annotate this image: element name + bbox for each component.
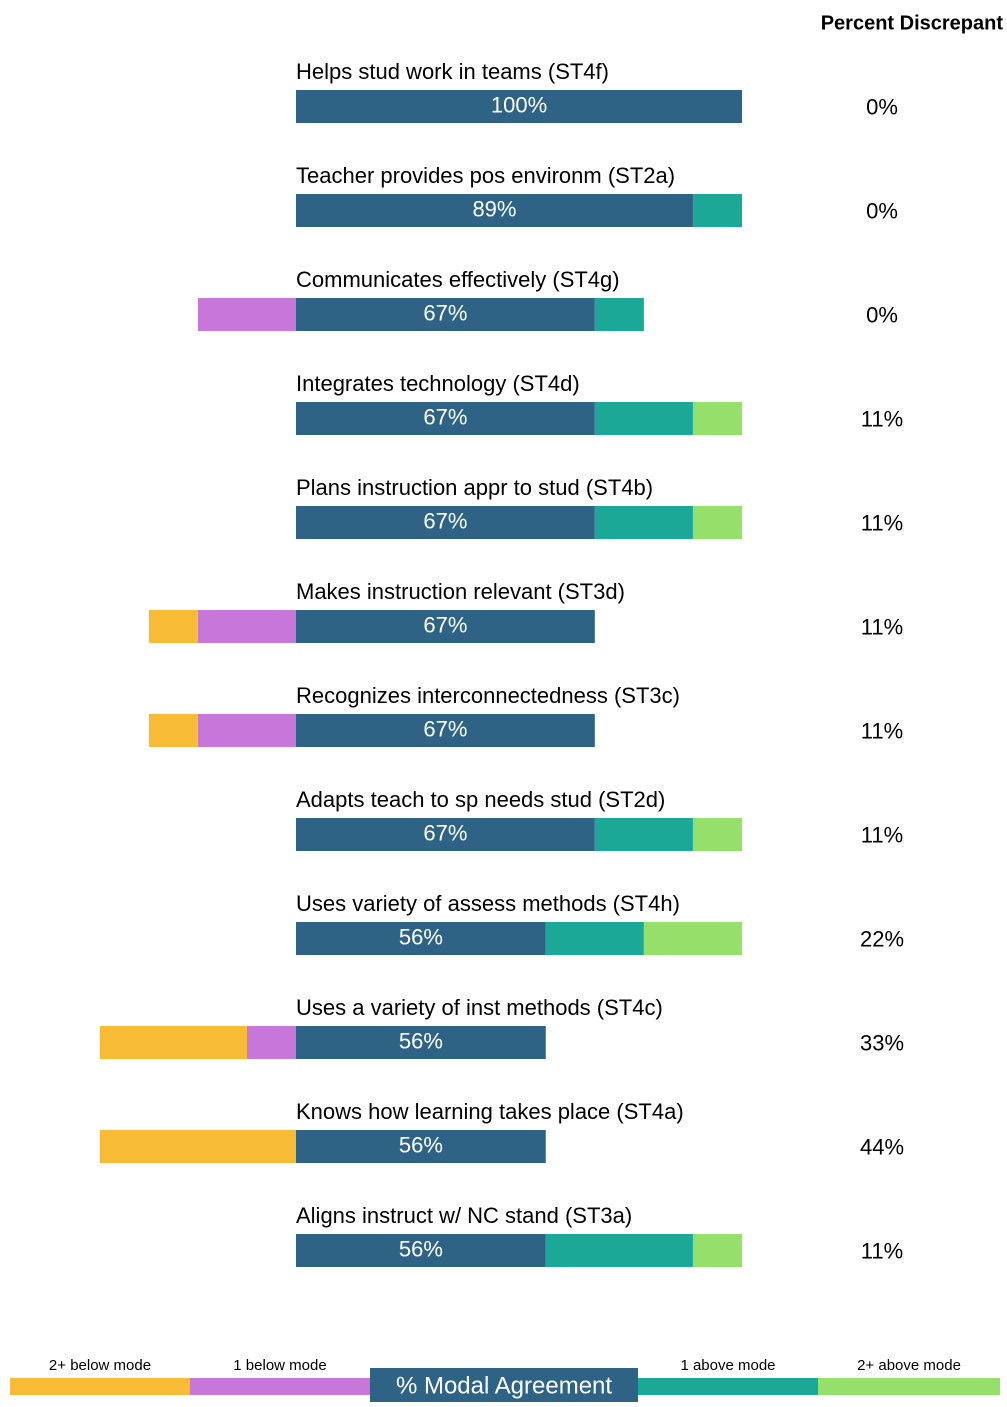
legend-swatch	[370, 1368, 638, 1402]
bar-segment	[692, 1234, 742, 1267]
bar-segment	[296, 610, 595, 643]
bar-segment	[296, 922, 546, 955]
bar-segment	[643, 922, 742, 955]
legend-swatch	[190, 1378, 370, 1395]
bar-segment	[296, 818, 595, 851]
bar-segment	[197, 714, 296, 747]
bar-segment	[296, 506, 595, 539]
discrepant-label: 33%	[860, 1030, 904, 1055]
legend-swatch	[638, 1378, 818, 1395]
value-label: 67%	[423, 508, 467, 533]
value-label: 56%	[399, 924, 443, 949]
bar-segment	[692, 402, 742, 435]
discrepant-title: Percent Discrepant	[821, 12, 1004, 34]
legend-swatch	[818, 1378, 1000, 1395]
legend-label: 1 above mode	[680, 1357, 775, 1374]
value-label: 89%	[472, 196, 516, 221]
bar-segment	[246, 1026, 296, 1059]
category-label: Uses a variety of inst methods (ST4c)	[296, 995, 663, 1020]
bar-segment	[594, 402, 693, 435]
discrepant-label: 11%	[861, 1238, 903, 1263]
bar-segment	[296, 1130, 546, 1163]
category-label: Helps stud work in teams (ST4f)	[296, 59, 609, 84]
category-label: Aligns instruct w/ NC stand (ST3a)	[296, 1203, 632, 1228]
bar-segment	[296, 402, 595, 435]
category-label: Makes instruction relevant (ST3d)	[296, 579, 625, 604]
bar-segment	[296, 1234, 546, 1267]
bar-segment	[692, 818, 742, 851]
bar-segment	[594, 818, 693, 851]
legend-swatch	[10, 1378, 190, 1395]
discrepant-label: 11%	[861, 510, 903, 535]
category-label: Plans instruction appr to stud (ST4b)	[296, 475, 653, 500]
discrepant-label: 22%	[860, 926, 904, 951]
bar-segment	[148, 610, 198, 643]
bar-segment	[545, 922, 644, 955]
value-label: 67%	[423, 300, 467, 325]
category-label: Adapts teach to sp needs stud (ST2d)	[296, 787, 665, 812]
bar-segment	[692, 194, 742, 227]
value-label: 56%	[399, 1236, 443, 1261]
legend-label: % Modal Agreement	[396, 1372, 612, 1399]
value-label: 67%	[423, 612, 467, 637]
legend-label: 1 below mode	[233, 1357, 326, 1374]
bar-segment	[692, 506, 742, 539]
bar-segment	[99, 1026, 247, 1059]
category-label: Recognizes interconnectedness (ST3c)	[296, 683, 680, 708]
bar-segment	[296, 90, 742, 123]
bar-segment	[197, 610, 296, 643]
bar-segment	[296, 194, 693, 227]
discrepant-label: 11%	[861, 822, 903, 847]
value-label: 56%	[399, 1028, 443, 1053]
value-label: 67%	[423, 820, 467, 845]
bar-segment	[197, 298, 296, 331]
bar-segment	[594, 506, 693, 539]
bar-segment	[594, 298, 644, 331]
value-label: 100%	[491, 92, 547, 117]
discrepant-label: 0%	[866, 302, 898, 327]
category-label: Communicates effectively (ST4g)	[296, 267, 620, 292]
category-label: Knows how learning takes place (ST4a)	[296, 1099, 684, 1124]
category-label: Integrates technology (ST4d)	[296, 371, 580, 396]
legend-label: 2+ below mode	[49, 1357, 151, 1374]
discrepant-label: 0%	[866, 94, 898, 119]
discrepant-label: 11%	[861, 614, 903, 639]
value-label: 67%	[423, 716, 467, 741]
bar-segment	[148, 714, 198, 747]
bar-segment	[296, 298, 595, 331]
discrepant-label: 44%	[860, 1134, 904, 1159]
value-label: 56%	[399, 1132, 443, 1157]
legend-label: 2+ above mode	[857, 1357, 961, 1374]
bar-segment	[296, 714, 595, 747]
discrepant-label: 11%	[861, 718, 903, 743]
category-label: Teacher provides pos environm (ST2a)	[296, 163, 675, 188]
bar-segment	[99, 1130, 296, 1163]
bar-segment	[296, 1026, 546, 1059]
value-label: 67%	[423, 404, 467, 429]
discrepant-label: 0%	[866, 198, 898, 223]
discrepant-label: 11%	[861, 406, 903, 431]
bar-segment	[545, 1234, 693, 1267]
category-label: Uses variety of assess methods (ST4h)	[296, 891, 680, 916]
